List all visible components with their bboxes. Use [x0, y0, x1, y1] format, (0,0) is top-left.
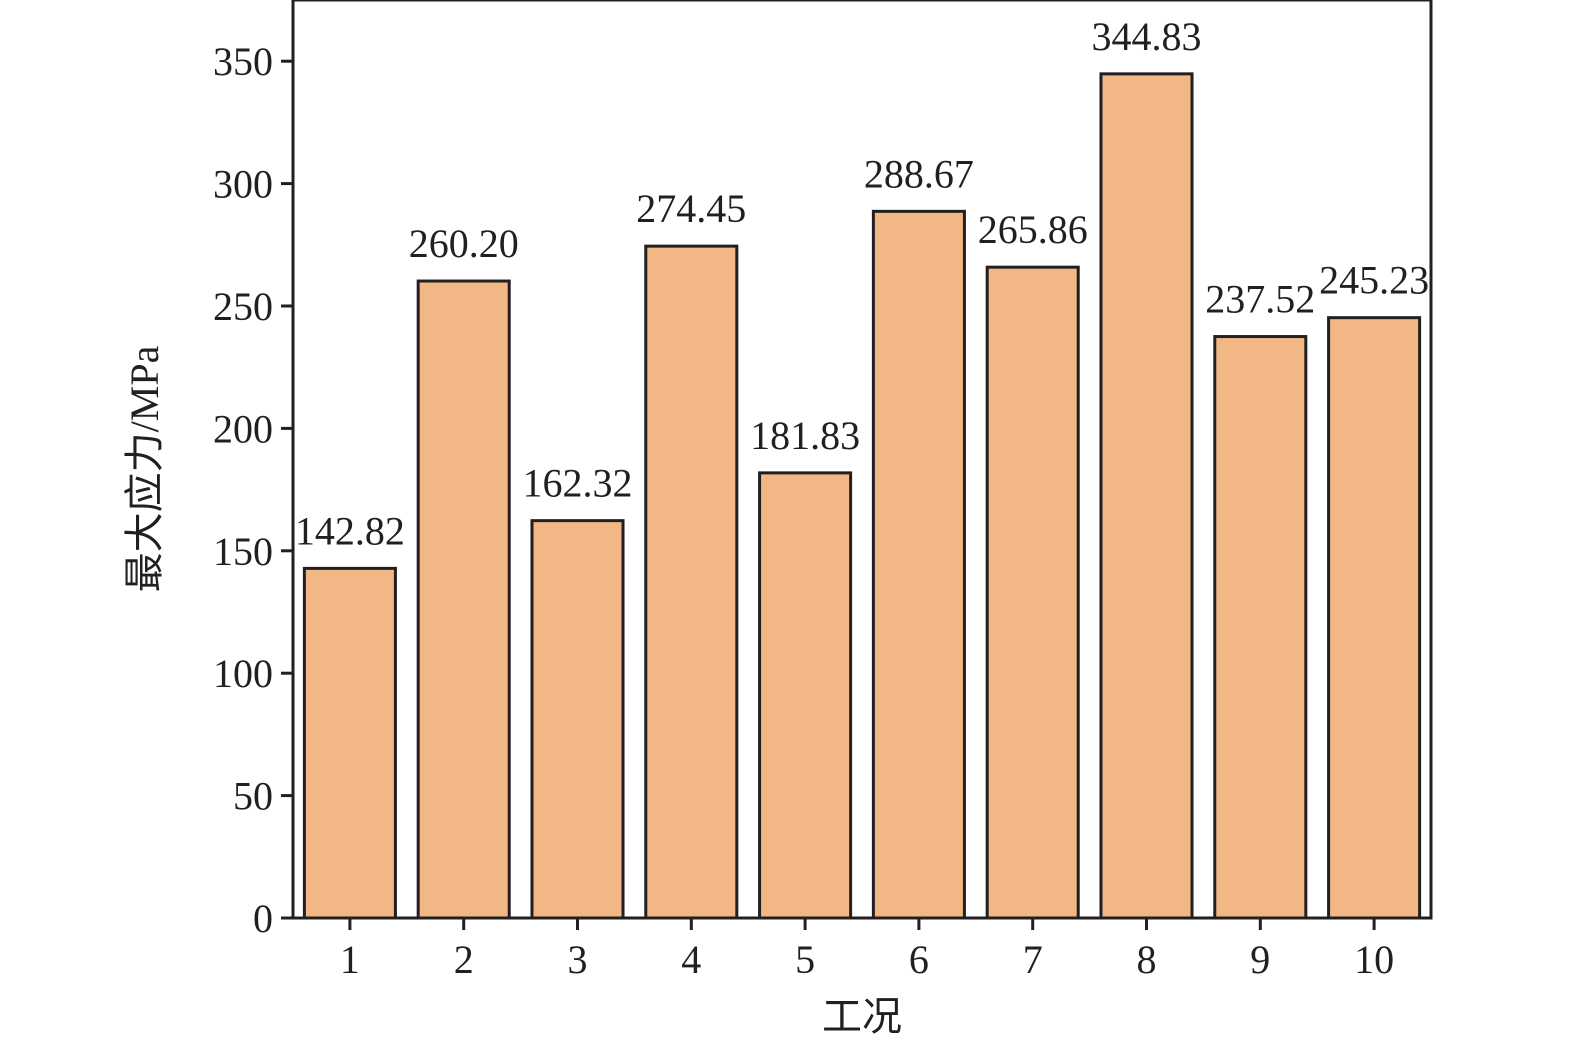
y-axis: 0 50 100 150 200 250 300 350: [213, 39, 293, 941]
bar-4: [644, 244, 739, 920]
x-tick-label-2: 2: [454, 937, 474, 982]
x-tick-label-1: 1: [340, 937, 360, 982]
x-tick-label-10: 10: [1354, 937, 1394, 982]
x-tick-label-5: 5: [795, 937, 815, 982]
bar-10: [1327, 316, 1422, 920]
y-tick-label-350: 350: [213, 39, 273, 84]
y-tick-label-0: 0: [253, 896, 273, 941]
data-label-2: 260.20: [409, 221, 519, 266]
x-tick-label-3: 3: [568, 937, 588, 982]
bar-9: [1213, 335, 1308, 920]
x-tick-label-4: 4: [681, 937, 701, 982]
data-label-8: 344.83: [1092, 14, 1202, 59]
y-tick-label-250: 250: [213, 284, 273, 329]
data-label-4: 274.45: [636, 186, 746, 231]
x-axis: 1 2 3 4 5 6 7 8 9 10: [340, 918, 1394, 982]
bar-1: [302, 566, 397, 920]
bar-3: [530, 519, 625, 920]
x-tick-label-8: 8: [1137, 937, 1157, 982]
x-tick-label-9: 9: [1250, 937, 1270, 982]
data-labels-group: 142.82 260.20 162.32 274.45 181.83 288.67265.…: [295, 14, 1429, 554]
bars-group: [302, 72, 1422, 920]
bar-5: [758, 471, 853, 920]
y-tick-label-200: 200: [213, 406, 273, 451]
data-label-3: 162.32: [523, 461, 633, 506]
bar-6: [871, 209, 966, 920]
data-label-6: 288.67: [864, 151, 974, 196]
y-tick-label-50: 50: [233, 774, 273, 819]
y-tick-label-100: 100: [213, 651, 273, 696]
bar-8: [1099, 72, 1194, 920]
x-axis-title: 工况: [822, 994, 902, 1039]
x-tick-label-6: 6: [909, 937, 929, 982]
plot-frame: [291, 0, 1433, 920]
data-label-9: 237.52: [1205, 277, 1315, 322]
data-label-7: 265.86: [978, 207, 1088, 252]
data-label-5: 181.83: [750, 413, 860, 458]
data-label-1: 142.82: [295, 508, 405, 553]
data-label-10: 245.23: [1319, 258, 1429, 303]
x-tick-label-7: 7: [1023, 937, 1043, 982]
y-tick-label-300: 300: [213, 162, 273, 207]
bar-7: [985, 265, 1080, 920]
y-axis-title: 最大应力/MPa: [122, 345, 167, 592]
bar-2: [416, 279, 511, 920]
y-tick-label-150: 150: [213, 529, 273, 574]
